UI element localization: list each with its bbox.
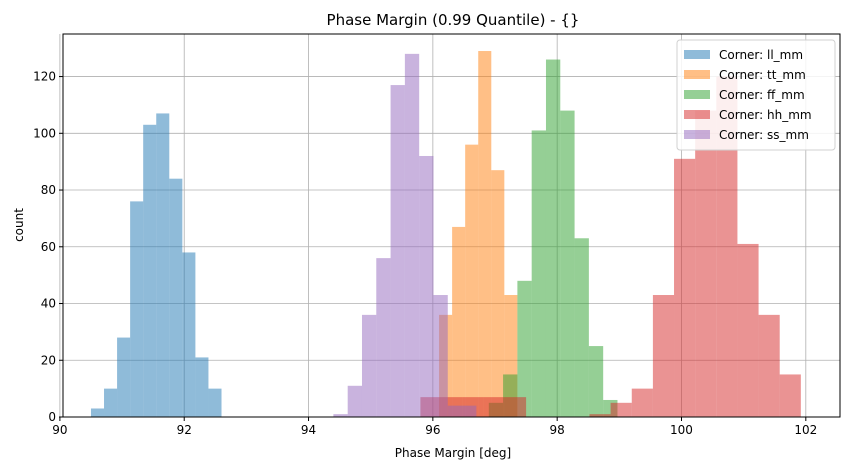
histogram-bar xyxy=(419,155,434,417)
legend-swatch xyxy=(684,90,710,99)
histogram-bar xyxy=(117,337,131,417)
histogram-bar xyxy=(208,388,222,417)
legend-label: Corner: hh_mm xyxy=(719,108,812,122)
legend-swatch xyxy=(684,110,710,119)
x-tick-label: 92 xyxy=(177,423,192,437)
histogram-bar xyxy=(195,357,209,417)
histogram-bar xyxy=(143,124,157,417)
series-tt-mm xyxy=(439,51,518,418)
legend-box xyxy=(676,39,836,151)
histogram-bars xyxy=(90,51,801,418)
histogram-bar xyxy=(758,314,780,417)
x-tick-label: 100 xyxy=(670,423,693,437)
histogram-bar xyxy=(531,130,546,417)
histogram-bar xyxy=(737,243,759,417)
histogram-bar xyxy=(695,110,717,417)
histogram-bar xyxy=(452,226,466,417)
histogram-bar xyxy=(504,397,527,417)
histogram-bar xyxy=(361,314,377,417)
histogram-bar xyxy=(156,113,170,417)
x-tick-label: 90 xyxy=(52,423,67,437)
legend-label: Corner: ff_mm xyxy=(719,88,805,102)
plot-frame xyxy=(62,33,841,418)
x-tick-label: 96 xyxy=(425,423,440,437)
x-axis-ticks: 90 92 94 96 98 100 102 xyxy=(52,417,817,437)
histogram-bar xyxy=(333,414,348,417)
histogram-bar xyxy=(560,110,575,417)
x-tick-label: 94 xyxy=(301,423,316,437)
chart-title: Phase Margin (0.99 Quantile) - {} xyxy=(327,11,580,29)
histogram-bar xyxy=(483,397,505,417)
histogram-bar xyxy=(447,405,463,417)
series-ff-mm xyxy=(488,59,618,418)
histogram-bar xyxy=(545,59,561,418)
y-tick-label: 40 xyxy=(41,297,56,311)
histogram-bar xyxy=(588,346,604,417)
y-tick-label: 0 xyxy=(48,410,56,424)
x-tick-label: 102 xyxy=(794,423,817,437)
legend-label: Corner: tt_mm xyxy=(719,68,806,82)
histogram-bar xyxy=(462,405,477,417)
legend: Corner: ll_mm Corner: tt_mm Corner: ff_mm C… xyxy=(676,39,836,151)
y-axis-ticks: 0 20 40 60 80 100 120 xyxy=(33,70,63,424)
histogram-bar xyxy=(610,402,632,417)
histogram-bar xyxy=(716,76,738,418)
histogram-bar xyxy=(478,51,492,418)
histogram-bar xyxy=(652,295,675,417)
histogram-bar xyxy=(182,252,196,417)
legend-swatch xyxy=(684,70,710,79)
y-tick-label: 100 xyxy=(33,126,56,140)
histogram-bar xyxy=(433,295,448,417)
series-ll-mm xyxy=(90,113,222,417)
histogram-bar xyxy=(631,388,653,417)
x-axis-label: Phase Margin [deg] xyxy=(395,446,511,460)
y-tick-label: 60 xyxy=(41,240,56,254)
y-tick-label: 80 xyxy=(41,183,56,197)
legend-label: Corner: ss_mm xyxy=(719,128,809,142)
y-tick-label: 20 xyxy=(41,353,56,367)
histogram-bar xyxy=(574,238,589,417)
histogram-bar xyxy=(589,414,611,417)
y-tick-label: 120 xyxy=(33,70,56,84)
legend-label: Corner: ll_mm xyxy=(719,48,803,62)
series-hh-mm xyxy=(420,76,801,418)
histogram-bar xyxy=(104,388,118,417)
histogram-bar xyxy=(390,85,405,418)
histogram-bar xyxy=(779,374,801,417)
series-ss-mm xyxy=(333,53,477,418)
x-tick-label: 98 xyxy=(550,423,565,437)
legend-swatch xyxy=(684,50,710,59)
histogram-bar xyxy=(674,158,696,417)
legend-swatch xyxy=(684,130,710,139)
y-axis-label: count xyxy=(12,208,26,242)
histogram-bar xyxy=(404,53,420,418)
histogram-bar xyxy=(130,201,144,417)
histogram-bar xyxy=(465,144,479,417)
histogram-bar xyxy=(517,280,532,417)
histogram-bar xyxy=(376,258,391,417)
histogram-bar xyxy=(347,385,362,417)
histogram-bar xyxy=(90,408,105,417)
histogram-bar xyxy=(491,170,505,417)
histogram-bar xyxy=(169,178,183,417)
